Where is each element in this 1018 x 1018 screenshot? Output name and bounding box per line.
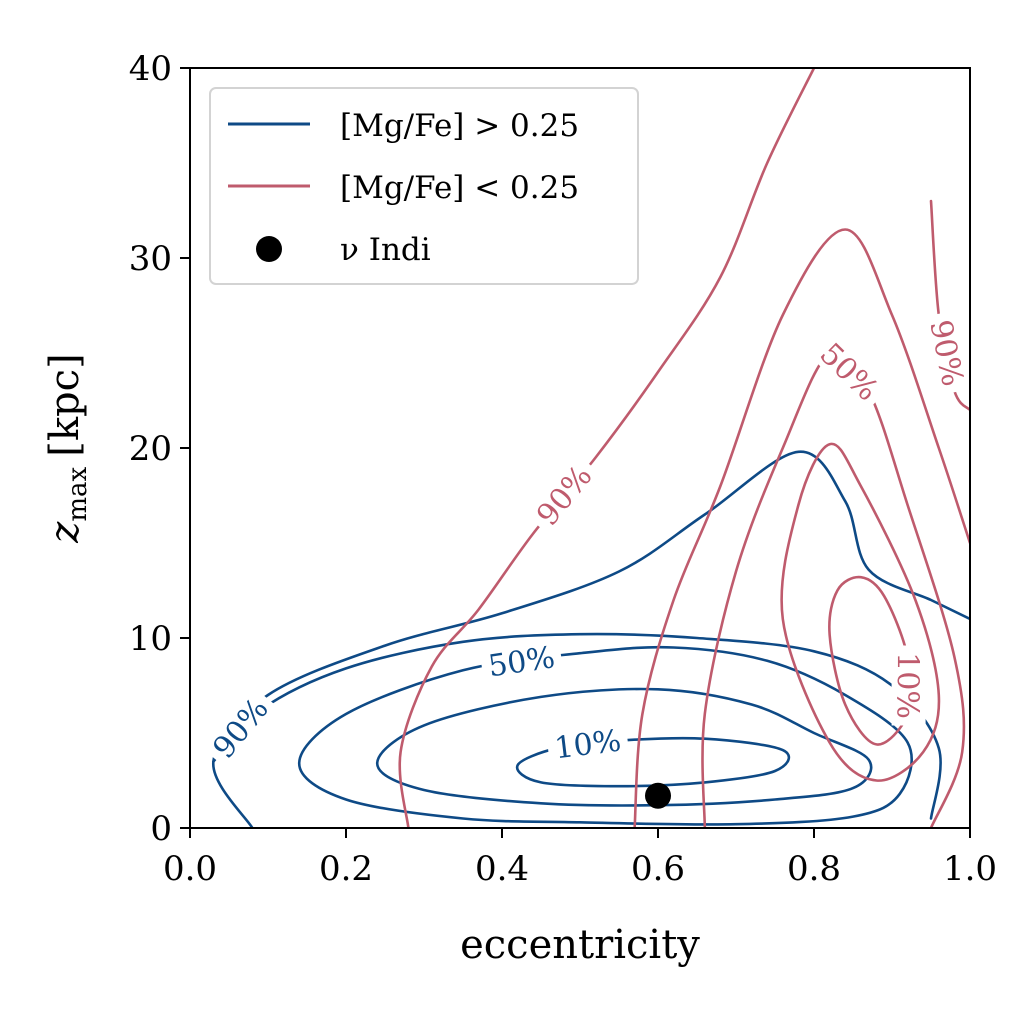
legend-label-high: [Mg/Fe] > 0.25: [340, 108, 579, 144]
contour-label-bg: [922, 310, 973, 396]
x-tick-label: 0.4: [475, 849, 529, 889]
y-axis: 0 10 20 30 40: [129, 49, 190, 849]
points-layer: [645, 782, 671, 809]
legend-label-low: [Mg/Fe] < 0.25: [340, 170, 579, 206]
legend-label-point: ν Indi: [340, 232, 431, 268]
contour-label: 10%: [890, 652, 925, 719]
contour-label: 10%: [553, 724, 623, 767]
y-axis-label-sub: max: [63, 466, 93, 521]
y-axis-label: zmax [kpc]: [42, 353, 93, 543]
contour-line-low-1: [780, 442, 941, 782]
contour-line-high-1: [375, 687, 873, 807]
y-tick-label: 10: [129, 619, 172, 659]
y-tick-label: 40: [129, 49, 172, 89]
legend-box: [209, 87, 639, 285]
y-axis-label-main: z: [42, 521, 88, 544]
contour-label-bg: [809, 331, 891, 412]
y-tick-label: 20: [129, 429, 172, 469]
legend-marker-point: [256, 236, 282, 262]
x-axis-label: eccentricity: [460, 922, 700, 968]
legend: [Mg/Fe] > 0.25 [Mg/Fe] < 0.25 ν Indi: [209, 87, 639, 285]
contour-label-bg: [479, 638, 564, 684]
x-tick-label: 0.6: [631, 849, 685, 889]
x-tick-label: 0.8: [787, 849, 841, 889]
contour-label-bg: [201, 685, 279, 770]
data-point-nu-indi: [645, 782, 671, 809]
contour-label-bg: [525, 453, 603, 537]
contour-line-low-3: [633, 228, 970, 828]
contour-label-bg: [545, 721, 630, 766]
contour-label-bg: [891, 645, 926, 726]
x-tick-label: 1.0: [943, 849, 997, 889]
y-axis-label-unit: [kpc]: [42, 353, 88, 456]
x-tick-label: 0.2: [319, 849, 373, 889]
x-axis: 0.0 0.2 0.4 0.6 0.8 1.0: [163, 828, 997, 889]
y-tick-label: 30: [129, 239, 172, 279]
x-tick-label: 0.0: [163, 849, 217, 889]
y-tick-label: 0: [150, 809, 172, 849]
